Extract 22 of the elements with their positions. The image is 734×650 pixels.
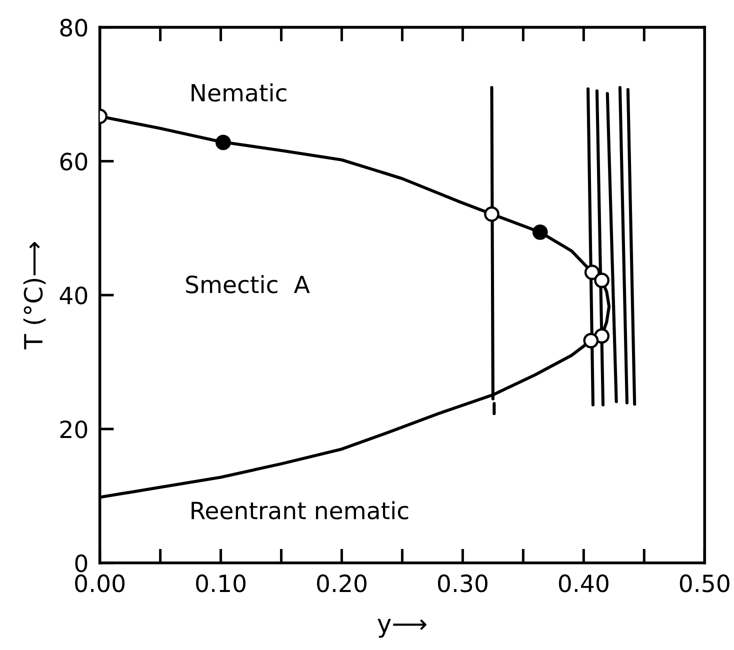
x-tick-label: 0.50: [680, 574, 730, 592]
y-tick-label: 0: [75, 554, 88, 572]
x-tick-label: 0.30: [438, 574, 488, 592]
point: [583, 332, 599, 348]
annotation: Nematic: [192, 83, 286, 102]
annotation: Reentrant nematic: [192, 501, 408, 520]
x-tick-label: 0.10: [196, 574, 246, 592]
point: [216, 134, 231, 150]
point: [532, 224, 548, 240]
x-tick-label: 0.20: [317, 574, 366, 592]
y-tick-label: 20: [60, 420, 88, 438]
annotation: Smectic A: [186, 275, 310, 294]
point: [594, 272, 610, 288]
x-tick-label: 0.00: [75, 574, 125, 592]
point: [584, 264, 600, 280]
y-axis-title: T (°C)⟶: [23, 242, 46, 350]
x-axis-title: y⟶: [378, 618, 426, 638]
y-tick-label: 60: [60, 152, 88, 171]
y-tick-label: 40: [60, 286, 88, 304]
y-tick-label: 80: [60, 18, 88, 37]
point: [484, 206, 500, 222]
x-tick-label: 0.40: [558, 574, 608, 592]
